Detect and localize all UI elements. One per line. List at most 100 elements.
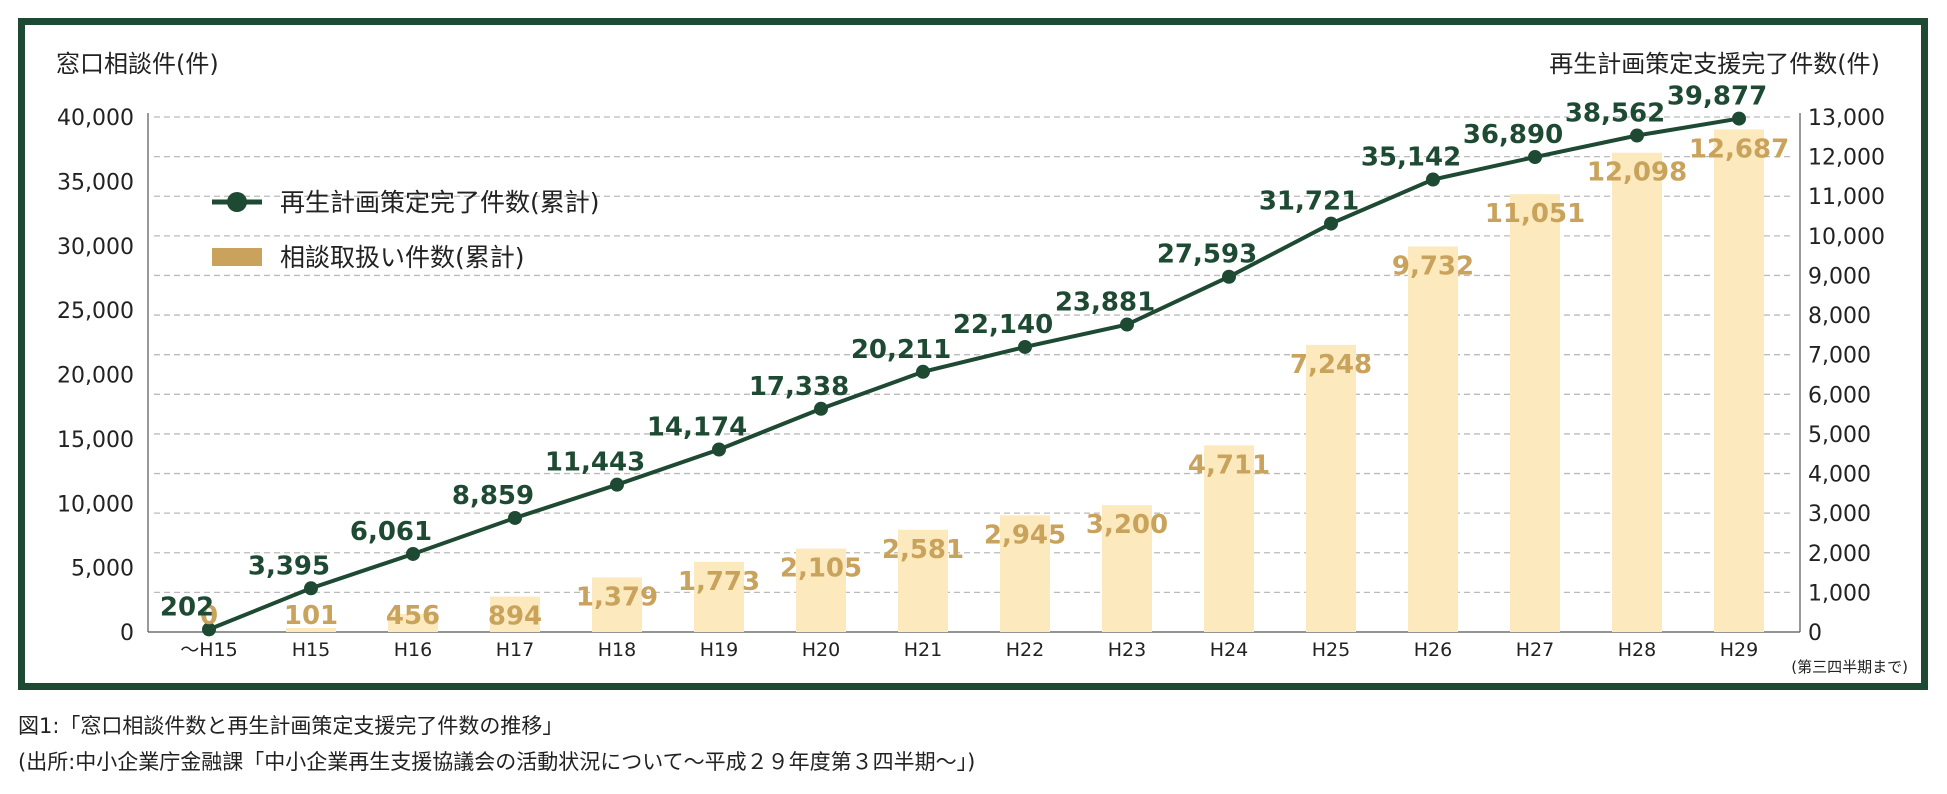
right-tick-label: 11,000 [1808,185,1885,210]
right-tick-label: 5,000 [1808,423,1871,448]
legend-bar-label: 相談取扱い件数(累計) [280,243,525,272]
bar-data-label: 1,379 [576,582,658,612]
line-point [610,477,624,492]
line-point [712,442,726,457]
line-data-label: 14,174 [647,413,747,443]
bar [388,613,438,632]
line-data-label: 35,142 [1361,143,1461,173]
right-tick-label: 12,000 [1808,146,1885,171]
left-tick-label: 40,000 [57,106,134,131]
category-label: H21 [904,639,942,661]
line-data-label: 22,140 [953,310,1053,340]
bar-data-label: 7,248 [1290,350,1372,380]
line-data-label: 11,443 [545,448,645,478]
category-label: H17 [496,639,534,661]
legend-bar-swatch [212,248,262,266]
left-axis-title: 窓口相談件(件) [56,50,219,78]
line-point [1018,339,1032,354]
line-point [814,401,828,416]
right-tick-label: 7,000 [1808,344,1871,369]
bar-data-label: 2,581 [882,535,964,565]
right-axis-title: 再生計画策定支援完了件数(件) [1549,50,1880,78]
bar [490,596,540,632]
bar [898,529,948,632]
category-label: H15 [292,639,330,661]
bar-data-label: 3,200 [1086,510,1168,540]
line-data-label: 20,211 [851,335,951,365]
bar-data-label: 101 [284,601,338,631]
bar [796,548,846,632]
line-data-label: 39,877 [1667,82,1767,112]
bar-data-label: 456 [386,601,440,631]
line-data-label: 8,859 [452,481,534,511]
line-data-label: 27,593 [1157,240,1257,270]
bar-data-label: 2,105 [780,554,862,584]
bar [1306,344,1356,632]
left-tick-label: 35,000 [57,170,134,195]
figure-caption: 図1:「窓口相談件数と再生計画策定支援完了件数の推移」 [18,714,564,738]
series-line [208,116,1740,632]
line-data-label: 17,338 [749,372,849,402]
line-data-label: 23,881 [1055,288,1155,318]
line-point [304,581,318,596]
left-tick-label: 25,000 [57,299,134,324]
bar-data-label: 894 [488,602,542,632]
legend-line-label: 再生計画策定完了件数(累計) [280,188,600,217]
left-tick-label: 0 [120,621,134,646]
bar-data-label: 2,945 [984,520,1066,550]
left-tick-label: 30,000 [57,235,134,260]
category-label: H19 [700,639,738,661]
bar [592,577,642,632]
right-tick-label: 3,000 [1808,502,1871,527]
bar-data-label: 11,051 [1485,199,1585,229]
right-tick-label: 4,000 [1808,463,1871,488]
category-label: H29 [1720,639,1758,661]
category-label: H16 [394,639,432,661]
bar [1102,505,1152,632]
right-tick-label: 10,000 [1808,225,1885,250]
line-data-label: 31,721 [1259,187,1359,217]
bar [286,627,336,632]
bar-data-label: 12,098 [1587,158,1687,188]
right-tick-label: 8,000 [1808,304,1871,329]
bar-data-label: 12,687 [1689,134,1789,164]
category-label: H24 [1210,639,1248,661]
line-point [1120,317,1134,332]
left-tick-label: 5,000 [71,557,134,582]
category-label: H22 [1006,639,1044,661]
line-point [916,364,930,379]
line-point [1630,128,1644,143]
right-tick-label: 13,000 [1808,106,1885,131]
bar [1714,129,1764,633]
left-tick-label: 15,000 [57,428,134,453]
line-point [1324,216,1338,231]
right-tick-label: 6,000 [1808,383,1871,408]
category-label: H20 [802,639,840,661]
chart: 窓口相談件(件) 再生計画策定支援完了件数(件) 0 5,000 10,000 15,00… [56,50,1908,676]
category-label: H28 [1618,639,1656,661]
bar [1510,194,1560,632]
line-data-label: 3,395 [248,551,330,581]
line-point [1426,172,1440,187]
legend-line-marker [227,192,247,212]
category-label: H27 [1516,639,1554,661]
line-point [1732,111,1746,126]
bar [1612,152,1662,632]
line-point [508,510,522,525]
category-label: H26 [1414,639,1452,661]
line-point [202,622,216,637]
bar-data-label: 1,773 [678,567,760,597]
bar [694,561,744,632]
category-label: 〜H15 [180,639,237,661]
right-tick-label: 9,000 [1808,264,1871,289]
line-data-label: 6,061 [350,517,432,547]
right-tick-label: 2,000 [1808,542,1871,567]
line-point [406,546,420,561]
line-data-label: 202 [160,592,214,622]
category-label: H23 [1108,639,1146,661]
note-label: (第三四半期まで) [1791,658,1908,676]
bar [1204,445,1254,632]
left-tick-label: 20,000 [57,364,134,389]
line-data-label: 38,562 [1565,99,1665,129]
right-tick-label: 0 [1808,621,1822,646]
